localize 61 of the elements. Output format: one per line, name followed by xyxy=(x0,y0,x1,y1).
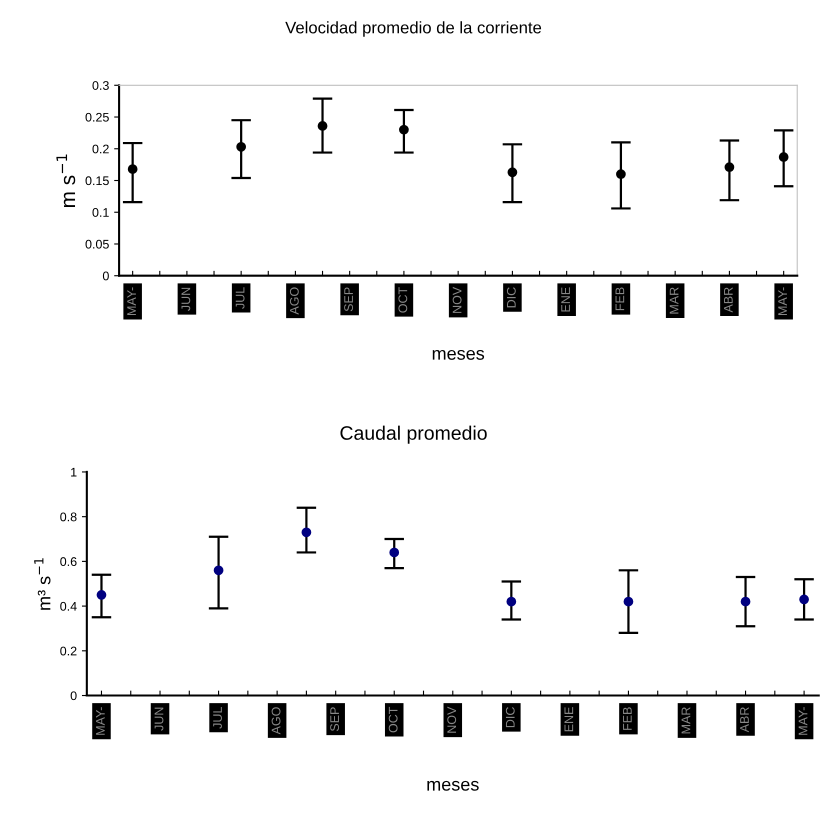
point xyxy=(318,121,328,131)
x-tick-label: ENE xyxy=(564,707,574,732)
point xyxy=(799,594,809,604)
x-tick-label: JUN xyxy=(154,708,164,731)
x-tick-label: SEP xyxy=(344,287,354,312)
chart-title: Caudal promedio xyxy=(340,426,487,444)
point xyxy=(740,596,750,606)
x-tick-label: OCT xyxy=(388,706,398,732)
x-tick-label: MAY- xyxy=(798,707,808,735)
point xyxy=(96,590,106,600)
x-tick-label: MAY- xyxy=(96,707,105,735)
x-tick-label: AGO xyxy=(290,287,299,315)
point xyxy=(506,596,516,606)
y-tick-label: 0.8 xyxy=(60,512,77,522)
y-axis-title: m³ s$^{−1}$ xyxy=(34,558,50,610)
y-tick-label: 0.2 xyxy=(92,144,109,154)
chart-title: Velocidad promedio de la corriente xyxy=(285,21,542,37)
y-tick-label: 0.2 xyxy=(60,646,76,656)
x-tick-label: NOV xyxy=(447,706,456,733)
point xyxy=(616,169,626,180)
y-tick-label: 0.6 xyxy=(60,557,77,566)
y-tick-label: 0.1 xyxy=(92,208,109,217)
x-tick-label: OCT xyxy=(398,287,408,313)
point xyxy=(508,167,518,178)
point xyxy=(399,124,409,135)
x-tick-label: ABR xyxy=(740,707,749,732)
x-axis-title: meses xyxy=(427,780,479,791)
y-tick-label: 0 xyxy=(102,272,109,280)
x-tick-label: JUL xyxy=(213,707,222,729)
x-tick-label: MAR xyxy=(682,707,690,734)
x-tick-label: MAY- xyxy=(127,287,136,315)
x-tick-label: DIC xyxy=(506,287,516,308)
y-tick-label: 1 xyxy=(71,468,77,476)
x-tick-label: FEB xyxy=(623,707,632,730)
x-tick-label: ABR xyxy=(724,287,733,313)
point xyxy=(724,162,734,172)
point xyxy=(389,548,400,558)
point xyxy=(214,565,224,576)
point xyxy=(302,527,312,538)
x-tick-label: ENE xyxy=(561,287,570,312)
y-tick-label: 0 xyxy=(70,691,77,700)
point xyxy=(778,152,789,162)
y-tick-label: 0.25 xyxy=(86,112,109,122)
point xyxy=(236,142,246,152)
y-tick-label: 0.3 xyxy=(92,81,109,90)
x-tick-label: MAR xyxy=(670,287,678,314)
x-tick-label: NOV xyxy=(452,286,462,313)
x-axis-title: meses xyxy=(432,350,484,360)
y-tick-label: 0.4 xyxy=(60,602,77,611)
x-tick-label: DIC xyxy=(506,707,515,728)
x-tick-label: MAY- xyxy=(778,287,787,315)
y-tick-label: 0.05 xyxy=(86,240,109,249)
x-tick-label: JUL xyxy=(236,287,245,309)
x-tick-label: FEB xyxy=(616,287,624,310)
x-tick-label: JUN xyxy=(182,288,190,311)
point xyxy=(128,164,138,174)
x-tick-label: AGO xyxy=(272,707,280,734)
x-tick-label: SEP xyxy=(330,707,340,732)
y-axis-title: m s$^{−1}$ xyxy=(56,154,76,208)
point xyxy=(624,596,634,606)
y-tick-label: 0.15 xyxy=(86,176,109,186)
